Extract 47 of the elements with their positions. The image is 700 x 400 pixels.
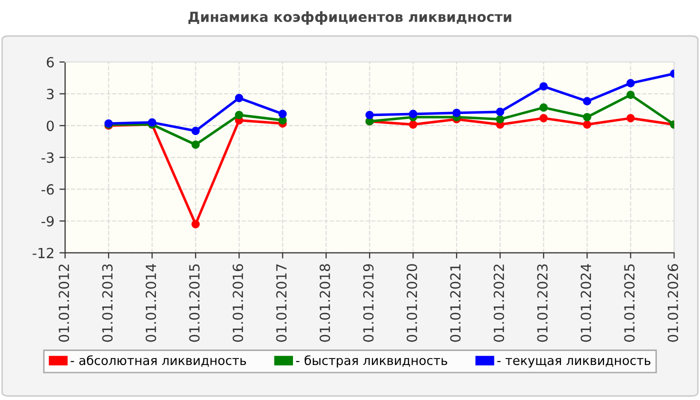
x-tick-label: 01.01.2026 (668, 264, 678, 342)
point (582, 120, 592, 129)
x-tick-label: 01.01.2016 (232, 264, 244, 342)
legend-label: - текущая ликвидность (497, 358, 650, 368)
point (539, 114, 548, 122)
point (496, 115, 504, 124)
point (539, 103, 548, 112)
x-tick-label: 01.01.2015 (189, 264, 200, 342)
point (408, 110, 418, 118)
point (582, 112, 592, 122)
point (234, 94, 244, 102)
point (626, 90, 635, 100)
y-tick-label: -9 (42, 216, 54, 226)
point (582, 97, 592, 106)
legend-label: - абсолютная ликвидность (70, 355, 246, 367)
point (365, 110, 374, 120)
x-tick-label: 01.01.2017 (276, 264, 287, 342)
point (539, 82, 548, 91)
y-tick-label: 0 (46, 120, 54, 132)
point (452, 108, 461, 118)
x-tick-label: 01.01.2023 (537, 264, 548, 342)
x-tick-label: 01.01.2020 (406, 264, 418, 342)
legend-label: - быстрая ликвидность (296, 355, 448, 368)
x-tick-label: 01.01.2018 (320, 264, 330, 342)
x-tick-label: 01.01.2021 (450, 264, 461, 342)
chart-title: Динамика коэффициентов ликвидности (188, 11, 512, 25)
y-tick-label: -12 (32, 248, 54, 258)
point (191, 140, 200, 149)
x-tick-label: 01.01.2022 (494, 264, 504, 342)
y-tick-label: 3 (46, 88, 54, 100)
point (191, 220, 200, 228)
x-tick-label: 01.01.2019 (363, 264, 374, 342)
point (626, 79, 635, 88)
y-tick-label: -3 (42, 152, 54, 163)
x-tick-label: 01.01.2024 (580, 264, 592, 342)
x-tick-label: 01.01.2014 (146, 264, 156, 342)
point (278, 110, 287, 118)
x-tick-label: 01.01.2025 (624, 264, 635, 342)
x-tick-label: 01.01.2013 (102, 264, 113, 342)
x-tick-label: 01.01.2012 (58, 264, 70, 342)
y-tick-label: -6 (42, 184, 54, 195)
point (626, 114, 635, 122)
y-tick-label: 6 (46, 56, 54, 68)
point (191, 126, 200, 136)
point (496, 108, 504, 116)
point (234, 110, 244, 120)
point (408, 120, 418, 129)
